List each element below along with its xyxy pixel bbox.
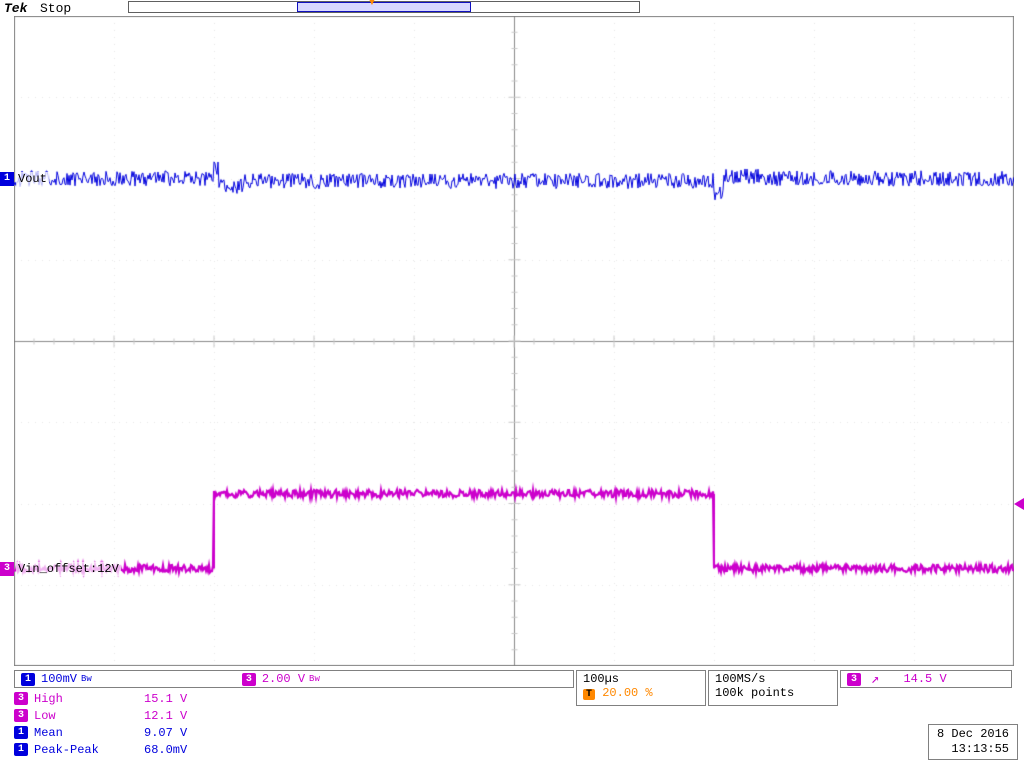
trig-edge-icon: ↗	[867, 671, 883, 688]
ch3-scale: 2.00 V	[262, 672, 305, 686]
time: 13:13:55	[937, 742, 1009, 757]
timebase-box: 100µs T 20.00 %	[576, 670, 706, 706]
ch1-badge: 1	[21, 673, 35, 686]
record-length: 100k points	[715, 686, 794, 700]
waveform-display: 1 Vout 3 Vin_offset:12V	[14, 16, 1014, 666]
measurement-row: 3 Low12.1 V	[14, 707, 574, 724]
acquisition-box: 100MS/s 100k points	[708, 670, 838, 706]
meas-value: 9.07 V	[144, 726, 187, 740]
trigger-box: 3 ↗ 14.5 V	[840, 670, 1012, 688]
datetime-box: 8 Dec 2016 13:13:55	[928, 724, 1018, 760]
meas-badge: 3	[14, 709, 28, 722]
meas-name: Low	[34, 709, 144, 723]
sample-rate: 100MS/s	[715, 672, 765, 686]
ch3-badge: 3	[242, 673, 256, 686]
meas-badge: 1	[14, 726, 28, 739]
bottom-panel: 1 100mV Bw 3 2.00 V Bw 100µs T 20.00 % 1…	[14, 670, 1014, 688]
ch3-bw-icon: Bw	[305, 674, 320, 684]
meas-name: Peak-Peak	[34, 743, 144, 757]
ch1-zero-marker: 1	[0, 172, 14, 186]
ch1-label: Vout	[16, 172, 49, 186]
meas-value: 68.0mV	[144, 743, 187, 757]
record-outline-fill	[297, 2, 470, 12]
channel-scale-row: 1 100mV Bw 3 2.00 V Bw 100µs T 20.00 % 1…	[14, 670, 1014, 688]
ch3-label: Vin_offset:12V	[16, 562, 121, 576]
meas-name: High	[34, 692, 144, 706]
brand-logo: Tek	[0, 1, 38, 16]
trig-source-badge: 3	[847, 673, 861, 686]
ch1-scale: 100mV	[41, 672, 77, 686]
ch3-zero-marker: 3	[0, 562, 14, 576]
measurement-row: 3 High15.1 V	[14, 690, 574, 707]
meas-badge: 1	[14, 743, 28, 756]
channel-scales: 1 100mV Bw 3 2.00 V Bw	[14, 670, 574, 688]
trig-level: 14.5 V	[883, 672, 946, 686]
measurements-panel: 3 High15.1 V 3 Low12.1 V 1 Mean9.07 V 1 Peak-Pe…	[14, 690, 574, 758]
oscilloscope-screenshot: Tek Stop ▾ T 1 Vout 3 Vin_offset:12V 1 1…	[0, 0, 1024, 768]
waveform-canvas	[14, 16, 1014, 666]
ch1-bw-icon: Bw	[77, 674, 92, 684]
timebase-delay: 20.00 %	[602, 686, 652, 700]
trigger-level-marker-icon	[1014, 498, 1024, 510]
trigger-position-icon: ▾	[368, 0, 376, 8]
delay-badge: T	[583, 689, 595, 700]
measurement-row: 1 Peak-Peak68.0mV	[14, 741, 574, 758]
meas-name: Mean	[34, 726, 144, 740]
measurement-row: 1 Mean9.07 V	[14, 724, 574, 741]
timebase-scale: 100µs	[583, 672, 619, 686]
meas-badge: 3	[14, 692, 28, 705]
run-state: Stop	[38, 1, 71, 16]
meas-value: 15.1 V	[144, 692, 187, 706]
record-outline: ▾	[128, 1, 640, 13]
meas-value: 12.1 V	[144, 709, 187, 723]
date: 8 Dec 2016	[937, 727, 1009, 742]
